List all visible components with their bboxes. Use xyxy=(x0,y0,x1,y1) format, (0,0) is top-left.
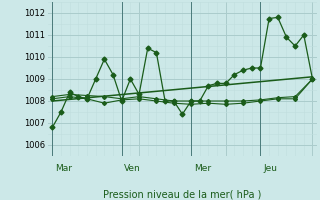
Text: Pression niveau de la mer( hPa ): Pression niveau de la mer( hPa ) xyxy=(103,190,261,200)
Text: Mar: Mar xyxy=(55,164,72,173)
Text: Jeu: Jeu xyxy=(263,164,277,173)
Text: Mer: Mer xyxy=(194,164,211,173)
Text: Ven: Ven xyxy=(124,164,141,173)
